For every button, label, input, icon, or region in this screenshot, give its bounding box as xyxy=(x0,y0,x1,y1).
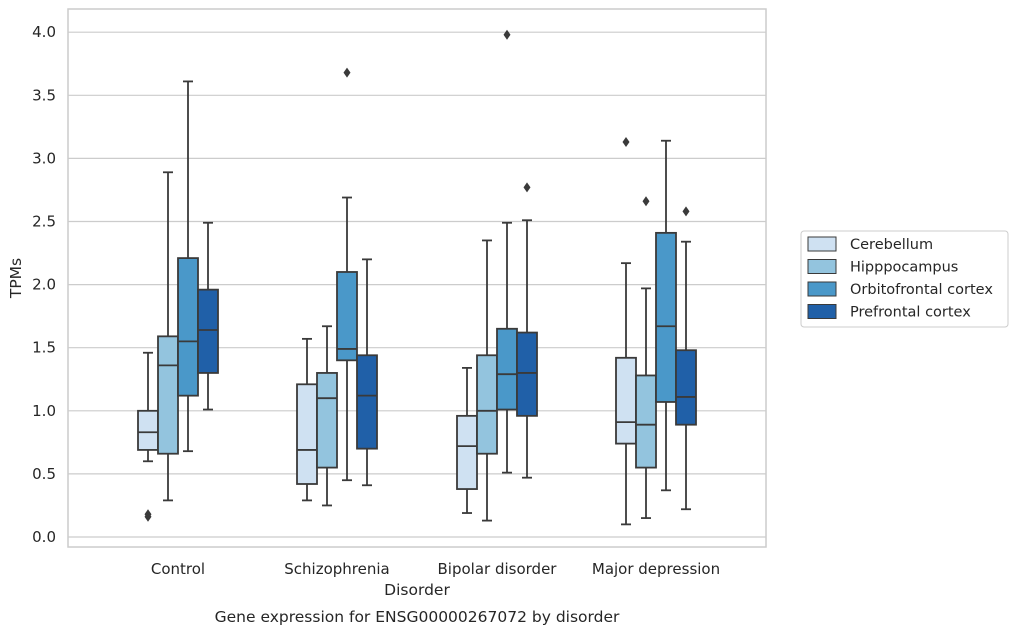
box-body xyxy=(675,349,697,426)
box-cerebellum xyxy=(137,351,159,522)
outlier-point xyxy=(144,509,152,520)
outlier-point xyxy=(682,206,690,217)
box-hipppocampus xyxy=(635,196,657,519)
x-tick-labels: Control Schizophrenia Bipolar disorder Majo… xyxy=(151,560,720,578)
y-tick-label: 0.0 xyxy=(32,528,56,546)
outlier-point xyxy=(642,196,650,207)
x-tick-label: Control xyxy=(151,560,205,578)
box-cerebellum xyxy=(296,337,318,502)
box-hipppocampus xyxy=(476,239,498,522)
box-body xyxy=(496,327,518,411)
box-prefrontal-cortex xyxy=(516,182,538,479)
legend-label: Prefrontal cortex xyxy=(850,305,971,321)
y-tick-label: 3.0 xyxy=(32,149,56,167)
y-tick-label: 1.5 xyxy=(32,339,56,357)
box-orbitofrontal-cortex xyxy=(177,80,199,453)
box-cerebellum xyxy=(615,136,637,526)
y-tick-label: 4.0 xyxy=(32,23,56,41)
legend-label: Hipppocampus xyxy=(850,260,958,276)
y-tick-label: 3.5 xyxy=(32,86,56,104)
box-body xyxy=(635,374,657,469)
box-body xyxy=(356,354,378,450)
boxes-layer xyxy=(137,29,697,526)
box-cerebellum xyxy=(456,366,478,514)
x-tick-label: Bipolar disorder xyxy=(438,560,558,578)
legend-swatch xyxy=(807,236,837,252)
box-body xyxy=(615,356,637,445)
box-body xyxy=(516,331,538,417)
y-tick-label: 2.5 xyxy=(32,213,56,231)
y-tick-label: 2.0 xyxy=(32,276,56,294)
plot-frame xyxy=(67,8,767,548)
outlier-point xyxy=(503,29,511,40)
legend: Cerebellum Hipppocampus Orbitofrontal cort… xyxy=(800,230,1009,328)
outlier-point xyxy=(523,182,531,193)
box-body xyxy=(336,271,358,362)
box-orbitofrontal-cortex xyxy=(496,29,518,474)
box-prefrontal-cortex xyxy=(356,258,378,487)
box-body xyxy=(456,414,478,490)
box-body xyxy=(197,288,219,374)
box-orbitofrontal-cortex xyxy=(655,139,677,492)
legend-label: Orbitofrontal cortex xyxy=(850,282,993,298)
box-orbitofrontal-cortex xyxy=(336,67,358,482)
legend-label: Cerebellum xyxy=(850,237,933,253)
box-body xyxy=(157,335,179,455)
box-prefrontal-cortex xyxy=(675,206,697,511)
box-body xyxy=(137,409,159,451)
y-tick-label: 0.5 xyxy=(32,465,56,483)
chart-caption: Gene expression for ENSG00000267072 by d… xyxy=(215,608,620,626)
box-body xyxy=(296,383,318,485)
box-body xyxy=(316,372,338,469)
y-tick-label: 1.0 xyxy=(32,402,56,420)
box-body xyxy=(177,257,199,397)
y-tick-labels: 0.0 0.5 1.0 1.5 2.0 2.5 3.0 3.5 4.0 xyxy=(32,23,56,546)
legend-frame xyxy=(800,230,1009,328)
x-axis-label: Disorder xyxy=(384,581,450,599)
box-hipppocampus xyxy=(316,325,338,507)
outlier-point xyxy=(622,136,630,147)
legend-swatch xyxy=(807,304,837,319)
y-axis-label: TPMs xyxy=(7,258,25,299)
legend-swatch xyxy=(807,281,837,297)
outlier-point xyxy=(343,67,351,78)
x-tick-label: Major depression xyxy=(592,560,720,578)
legend-swatch xyxy=(807,259,837,274)
box-body xyxy=(655,231,677,403)
box-prefrontal-cortex xyxy=(197,221,219,411)
box-body xyxy=(476,354,498,455)
x-tick-label: Schizophrenia xyxy=(284,560,389,578)
